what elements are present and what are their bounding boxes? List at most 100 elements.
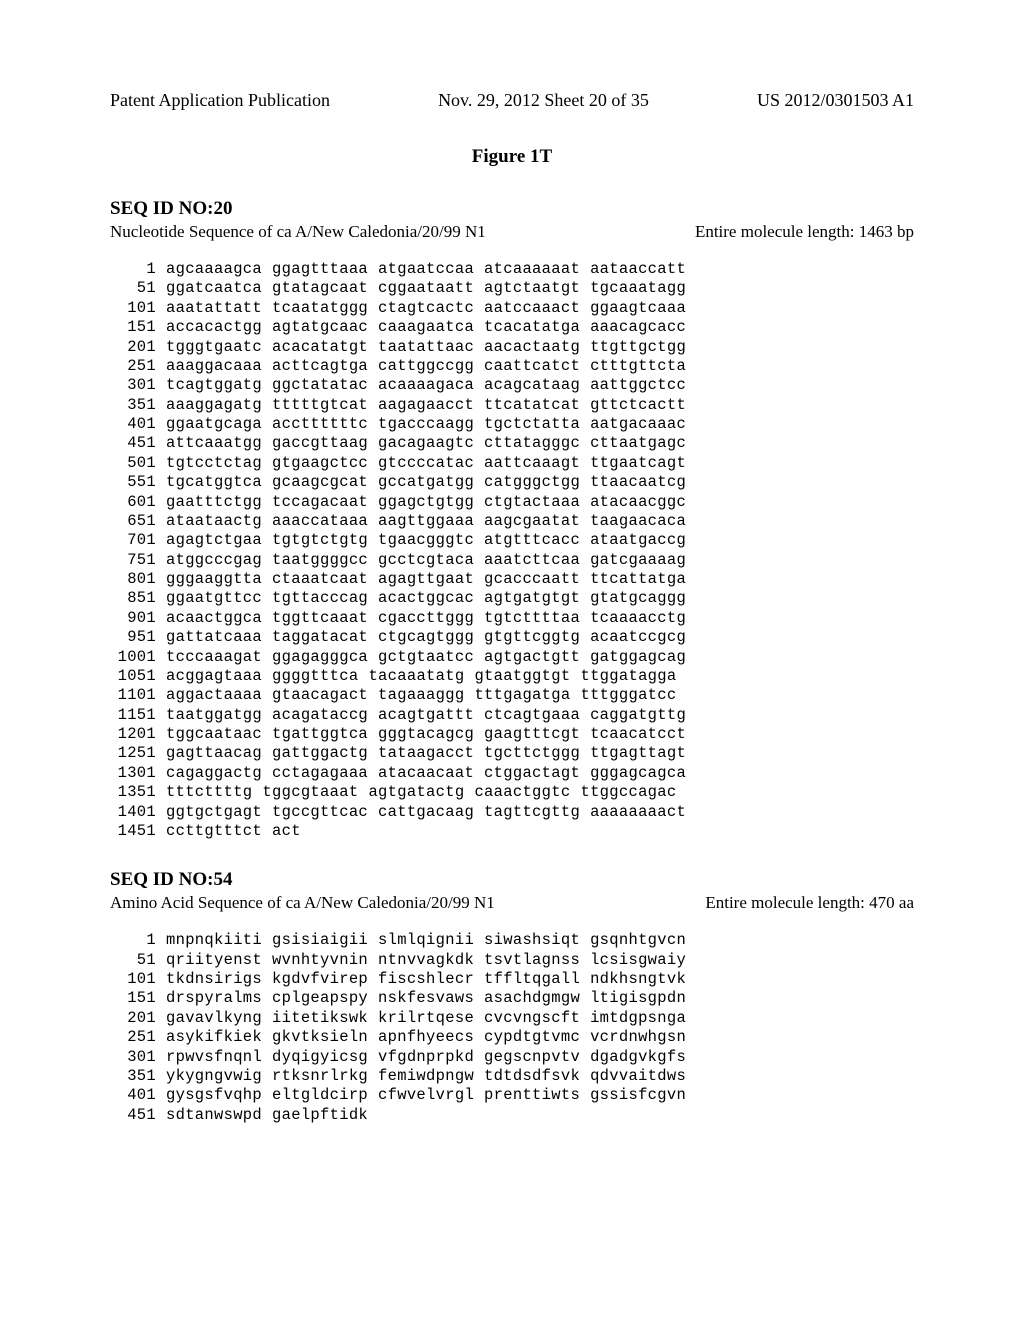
- sequence-chunks: atggcccgagtaatggggccgcctcgtacaaaatcttcaa…: [166, 551, 686, 570]
- sequence-line: 1agcaaaagcaggagtttaaaatgaatccaaatcaaaaaa…: [110, 260, 914, 279]
- sequence-chunks: gavavlkyngiitetikswkkrilrtqesecvcvngscft…: [166, 1009, 686, 1028]
- sequence-chunk: ggtgctgagt: [166, 803, 262, 822]
- sequence-position: 1101: [110, 686, 166, 705]
- sequence-chunks: aaaggacaaaacttcagtgacattggccggcaattcatct…: [166, 357, 686, 376]
- sequence-chunk: acttcagtga: [272, 357, 368, 376]
- sequence-chunk: gaagtttcgt: [484, 725, 580, 744]
- sequence-chunk: vcrdnwhgsn: [590, 1028, 686, 1047]
- sequence-chunk: atacaacggc: [590, 493, 686, 512]
- sequence-chunk: prenttiwts: [484, 1086, 580, 1105]
- sequence-chunks: tgggtgaatcacacatatgttaatattaacaacactaatg…: [166, 338, 686, 357]
- sequence-chunks: acggagtaaaggggtttcatacaaatatggtaatggtgtt…: [166, 667, 676, 686]
- sequence-position: 301: [110, 376, 166, 395]
- sequence-chunks: tcccaaagatggagagggcagctgtaatccagtgactgtt…: [166, 648, 686, 667]
- sequence-chunk: qriityenst: [166, 951, 262, 970]
- sequence-chunk: agcaaaagca: [166, 260, 262, 279]
- sequence-chunks: aggactaaaagtaacagacttagaaagggtttgagatgat…: [166, 686, 676, 705]
- sequence-line: 801gggaaggttactaaatcaatagagttgaatgcaccca…: [110, 570, 914, 589]
- sequence-chunk: tggttcaaat: [272, 609, 368, 628]
- sequence-chunk: agagttgaat: [378, 570, 474, 589]
- sequence-position: 1151: [110, 706, 166, 725]
- sequence-line: 301tcagtggatgggctatatacacaaaagacaacagcat…: [110, 376, 914, 395]
- sequence-chunk: aagcgaatat: [484, 512, 580, 531]
- sequence-chunk: ggagagggca: [272, 648, 368, 667]
- sequence-position: 701: [110, 531, 166, 550]
- sequence-chunk: tgattggtca: [272, 725, 368, 744]
- sequence-chunk: agtgactgtt: [484, 648, 580, 667]
- sequence-chunk: tccagacaat: [272, 493, 368, 512]
- sequence-chunk: aataaccatt: [590, 260, 686, 279]
- seq1-sequence-block: 1agcaaaagcaggagtttaaaatgaatccaaatcaaaaaa…: [110, 260, 914, 841]
- sequence-chunk: cctagagaaa: [272, 764, 368, 783]
- sequence-chunk: tcaatatggg: [272, 299, 368, 318]
- sequence-position: 1: [110, 260, 166, 279]
- sequence-chunk: tgggtgaatc: [166, 338, 262, 357]
- sequence-chunk: caggatgttg: [590, 706, 686, 725]
- sequence-chunks: gaatttctggtccagacaatggagctgtggctgtactaaa…: [166, 493, 686, 512]
- sequence-chunk: krilrtqese: [378, 1009, 474, 1028]
- sequence-chunk: aaaggagatg: [166, 396, 262, 415]
- sequence-chunk: gaelpftidk: [272, 1106, 368, 1125]
- publication-header: Patent Application Publication Nov. 29, …: [110, 90, 914, 111]
- sequence-line: 751atggcccgagtaatggggccgcctcgtacaaaatctt…: [110, 551, 914, 570]
- sequence-chunk: acactggcac: [378, 589, 474, 608]
- sequence-position: 651: [110, 512, 166, 531]
- sequence-position: 1051: [110, 667, 166, 686]
- sequence-chunk: tttttgtcat: [272, 396, 368, 415]
- sequence-chunk: taggatacat: [272, 628, 368, 647]
- sequence-chunk: tgtcttttaa: [484, 609, 580, 628]
- sequence-chunk: ggatcaatca: [166, 279, 262, 298]
- sequence-chunks: attcaaatgggaccgttaaggacagaagtccttatagggc…: [166, 434, 686, 453]
- sequence-chunk: drspyralms: [166, 989, 262, 1008]
- sequence-chunk: aatgacaaac: [590, 415, 686, 434]
- sequence-chunk: gavavlkyng: [166, 1009, 262, 1028]
- sequence-chunk: tgttacccag: [272, 589, 368, 608]
- sequence-chunk: accttttttc: [272, 415, 368, 434]
- sequence-line: 1351tttcttttgtggcgtaaatagtgatactgcaaactg…: [110, 783, 914, 802]
- sequence-chunk: tttcttttg: [166, 783, 252, 802]
- sequence-chunk: cattggccgg: [378, 357, 474, 376]
- sequence-chunks: drspyralmscplgeapspynskfesvawsasachdgmgw…: [166, 989, 686, 1008]
- sequence-chunks: gattatcaaataggatacatctgcagtggggtgttcggtg…: [166, 628, 686, 647]
- sequence-chunks: asykifkiekgkvtksielnapnfhyeecscypdtgtvmc…: [166, 1028, 686, 1047]
- sequence-chunk: atcaaaaaat: [484, 260, 580, 279]
- sequence-chunk: ttcattatga: [590, 570, 686, 589]
- sequence-chunks: tgcatggtcagcaagcgcatgccatgatggcatgggctgg…: [166, 473, 686, 492]
- sequence-chunks: ataataactgaaaccataaaaagttggaaaaagcgaatat…: [166, 512, 686, 531]
- seq2-subheader: Amino Acid Sequence of ca A/New Caledoni…: [110, 893, 914, 913]
- sequence-chunk: aaatattatt: [166, 299, 262, 318]
- sequence-chunks: ykygngvwigrtksnrlrkgfemiwdpngwtdtdsdfsvk…: [166, 1067, 686, 1086]
- sequence-chunk: gatggagcag: [590, 648, 686, 667]
- sequence-chunks: rpwvsfnqnldyqigyicsgvfgdnprpkdgegscnpvtv…: [166, 1048, 686, 1067]
- sequence-chunk: agtctaatgt: [484, 279, 580, 298]
- sequence-chunk: wvnhtyvnin: [272, 951, 368, 970]
- sequence-chunks: tggcaataactgattggtcagggtacagcggaagtttcgt…: [166, 725, 686, 744]
- sequence-chunk: ttcatatcat: [484, 396, 580, 415]
- sequence-chunk: tggcgtaaat: [262, 783, 358, 802]
- sequence-chunk: agagtctgaa: [166, 531, 262, 550]
- sequence-position: 351: [110, 396, 166, 415]
- sequence-line: 1301cagaggactgcctagagaaaatacaacaatctggac…: [110, 764, 914, 783]
- sequence-chunk: tcaacatcct: [590, 725, 686, 744]
- sequence-chunk: ttggatagga: [580, 667, 676, 686]
- header-date-sheet: Nov. 29, 2012 Sheet 20 of 35: [438, 90, 649, 111]
- sequence-chunk: atacaacaat: [378, 764, 474, 783]
- sequence-chunk: ttgaatcagt: [590, 454, 686, 473]
- sequence-chunk: aagagaacct: [378, 396, 474, 415]
- sequence-chunks: agagtctgaatgtgtctgtgtgaacgggtcatgtttcacc…: [166, 531, 686, 550]
- sequence-line: 351aaaggagatg tttttgtcat aagagaacct ttcatat…: [110, 396, 914, 415]
- sequence-chunk: aaaggacaaa: [166, 357, 262, 376]
- sequence-position: 951: [110, 628, 166, 647]
- sequence-chunk: taagaacaca: [590, 512, 686, 531]
- sequence-chunk: gggaaggtta: [166, 570, 262, 589]
- sequence-chunk: acagcataag: [484, 376, 580, 395]
- sequence-line: 201gavavlkyngiitetikswkkrilrtqesecvcvngs…: [110, 1009, 914, 1028]
- sequence-chunk: ggaatgttcc: [166, 589, 262, 608]
- sequence-position: 401: [110, 1086, 166, 1105]
- sequence-chunk: atgtttcacc: [484, 531, 580, 550]
- sequence-line: 1151taatggatggacagataccgacagtgatttctcagt…: [110, 706, 914, 725]
- sequence-chunk: cggaataatt: [378, 279, 474, 298]
- sequence-chunks: gggaaggttactaaatcaatagagttgaatgcacccaatt…: [166, 570, 686, 589]
- sequence-chunk: siwashsiqt: [484, 931, 580, 950]
- sequence-line: 501tgtcctctaggtgaagctccgtccccatacaattcaa…: [110, 454, 914, 473]
